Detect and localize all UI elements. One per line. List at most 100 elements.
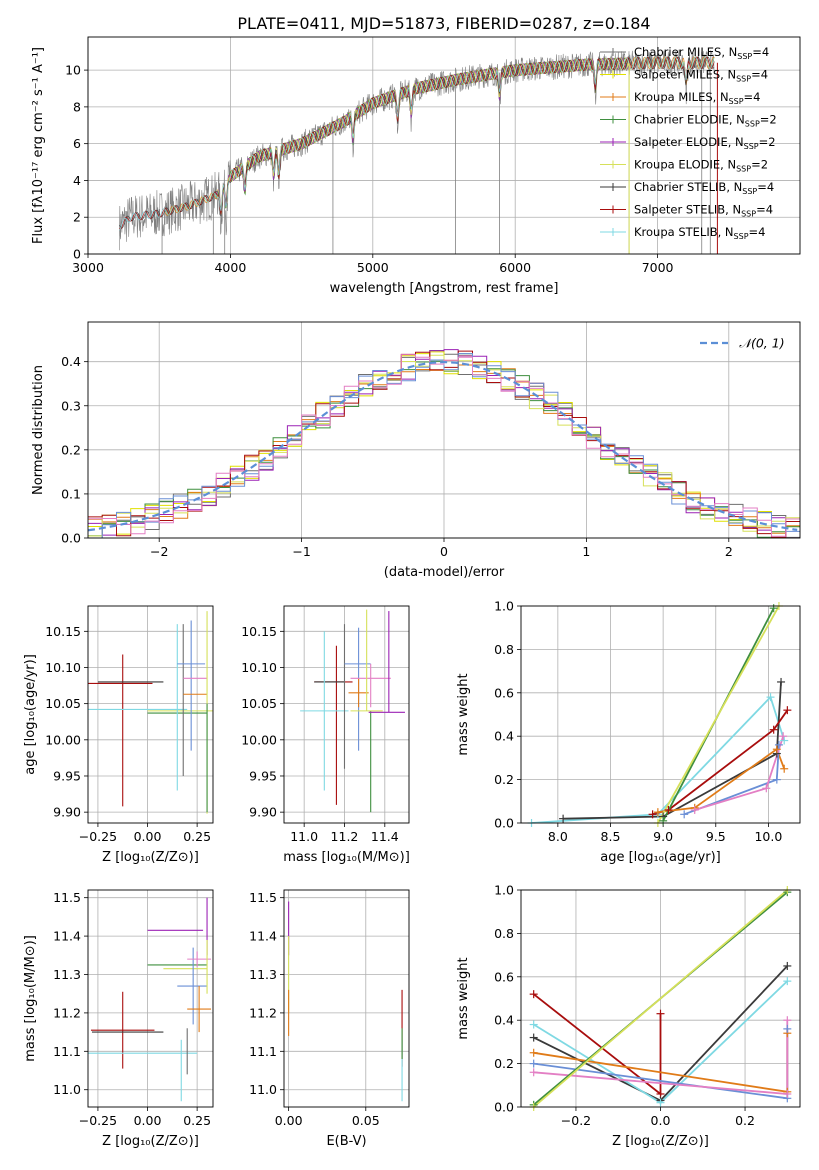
legend-label-tail: =4 xyxy=(744,90,761,104)
y-tick-label: 8 xyxy=(73,99,81,114)
y-axis-label: mass [log₁₀(M/M⊙)] xyxy=(23,935,38,1062)
plot-area xyxy=(300,609,405,813)
y-tick-label: 11.1 xyxy=(249,1044,277,1059)
panel-age-vs-Z: −0.25 0.00 0.25 9.90 9.95 10.00 10.05 10.10 10.1… xyxy=(23,605,214,865)
x-tick-label: 7000 xyxy=(642,260,674,275)
y-tick-label: 10.00 xyxy=(241,732,277,747)
y-tick-label: 10.15 xyxy=(241,624,277,639)
x-tick-label: −2 xyxy=(150,544,168,559)
axes-frame xyxy=(283,889,410,1108)
legend-label-text: Chabrier ELODIE, N xyxy=(634,113,745,127)
data-spectrum xyxy=(119,49,715,251)
axes-frame xyxy=(87,605,214,824)
plot-area xyxy=(119,49,718,254)
y-tick-label: 0.6 xyxy=(494,685,514,700)
legend-label-text: Chabrier STELIB, N xyxy=(634,180,742,194)
axes-frame xyxy=(87,889,214,1108)
x-tick-label: 11.2 xyxy=(331,829,359,844)
y-tick-label: 0.4 xyxy=(494,729,514,744)
series-line xyxy=(563,681,782,820)
plot-area xyxy=(88,349,800,538)
legend-label: Kroupa MILES, NSSP=4 xyxy=(634,90,760,106)
legend-label-subscript: SSP xyxy=(736,75,751,84)
legend-label: Chabrier ELODIE, NSSP=2 xyxy=(634,113,777,129)
x-tick-label: 0.25 xyxy=(183,1113,211,1128)
legend-label-tail: =4 xyxy=(757,180,774,194)
panel-mass-vs-EBV: 0.00 0.05 11.0 11.1 11.2 11.3 11.4 11.5 E(B-V) xyxy=(249,889,410,1149)
y-tick-label: 10.05 xyxy=(45,696,81,711)
x-tick-label: 9.0 xyxy=(653,829,673,844)
model-spectrum-line xyxy=(215,57,629,209)
x-tick-label: 0.00 xyxy=(134,1113,162,1128)
y-tick-label: 11.0 xyxy=(249,1082,277,1097)
legend-label-text: Salpeter MILES, N xyxy=(634,68,736,82)
y-axis-label: Normed distribution xyxy=(31,365,46,495)
axes-frame xyxy=(283,605,410,824)
panel-age-vs-mass: 11.0 11.2 11.4 9.90 9.95 10.00 10.05 10.10 10.15… xyxy=(241,605,410,865)
legend-label-tail: =4 xyxy=(756,203,773,217)
series-line xyxy=(657,747,786,813)
y-tick-label: 11.5 xyxy=(53,890,81,905)
panel-weight-vs-Z: −0.2 0.0 0.2 0.0 0.2 0.4 0.6 0.8 1.0 Z [log₁₀(Z/Z… xyxy=(456,883,801,1149)
x-axis-label: Z [log₁₀(Z/Z⊙)] xyxy=(102,1134,199,1149)
panel-weight-vs-age: 8.0 8.5 9.0 9.5 10.0 0.0 0.2 0.4 0.6 0.8 1.0 age [l… xyxy=(456,599,801,865)
axes-frame xyxy=(520,889,801,1108)
y-tick-label: 0.3 xyxy=(61,398,81,413)
x-axis-label: Z [log₁₀(Z/Z⊙)] xyxy=(612,1134,709,1149)
x-tick-label: 1 xyxy=(582,544,590,559)
legend-label-text: Kroupa MILES, N xyxy=(634,90,729,104)
y-axis-label: age [log₁₀(age/yr)] xyxy=(23,654,38,775)
y-tick-label: 9.90 xyxy=(249,805,277,820)
x-axis-label: wavelength [Angstrom, rest frame] xyxy=(330,281,559,296)
plot-area xyxy=(88,897,212,1102)
y-tick-label: 0.6 xyxy=(494,969,514,984)
y-tick-label: 0.4 xyxy=(61,354,81,369)
x-axis-label: (data-model)/error xyxy=(384,565,505,580)
y-tick-label: 0.1 xyxy=(61,486,81,501)
legend-label: Kroupa STELIB, NSSP=4 xyxy=(634,225,765,241)
x-tick-label: 2 xyxy=(725,544,733,559)
y-tick-label: 4 xyxy=(73,173,81,188)
x-tick-label: 0 xyxy=(440,544,448,559)
x-tick-label: 0.00 xyxy=(275,1113,303,1128)
legend-label: Salpeter ELODIE, NSSP=2 xyxy=(634,135,776,151)
x-tick-label: 8.0 xyxy=(548,829,568,844)
y-axis-label: Flux [fλ10⁻¹⁷ erg cm⁻² s⁻¹ A⁻¹] xyxy=(31,47,46,244)
y-tick-label: 10.05 xyxy=(241,696,277,711)
legend-label-tail: =2 xyxy=(759,135,776,149)
x-tick-label: 5000 xyxy=(357,260,389,275)
y-tick-label: 0.2 xyxy=(494,772,514,787)
y-tick-label: 9.90 xyxy=(53,805,81,820)
x-tick-label: −0.25 xyxy=(79,829,117,844)
x-tick-label: 4000 xyxy=(214,260,246,275)
series-line xyxy=(531,695,786,823)
y-tick-label: 2 xyxy=(73,210,81,225)
x-tick-label: 0.2 xyxy=(735,1113,755,1128)
panel-spectrum: 3000 4000 5000 6000 7000 0 2 4 6 8 10 wavelength [A… xyxy=(31,36,801,296)
y-tick-label: 0.4 xyxy=(494,1013,514,1028)
x-tick-label: 0.05 xyxy=(352,1113,380,1128)
legend-label-tail: =2 xyxy=(751,158,768,172)
legend-label-subscript: SSP xyxy=(742,187,757,196)
legend-label-subscript: SSP xyxy=(741,210,756,219)
legend-label-text: Chabrier MILES, N xyxy=(634,45,737,59)
model-spectrum-line xyxy=(119,56,715,231)
y-tick-label: 10 xyxy=(65,63,81,78)
x-tick-label: 11.4 xyxy=(371,829,399,844)
legend-label: Kroupa ELODIE, NSSP=2 xyxy=(634,158,768,174)
panel-mass-vs-Z: −0.25 0.00 0.25 11.0 11.1 11.2 11.3 11.4 11.5 Z [… xyxy=(23,889,214,1149)
x-axis-label: mass [log₁₀(M/M⊙)] xyxy=(283,850,410,865)
y-tick-label: 11.4 xyxy=(249,929,277,944)
y-tick-label: 0.2 xyxy=(494,1056,514,1071)
legend-label: Chabrier MILES, NSSP=4 xyxy=(634,45,769,61)
axes-frame xyxy=(87,321,801,539)
y-tick-label: 6 xyxy=(73,136,81,151)
y-axis-label: mass weight xyxy=(456,957,471,1039)
y-tick-label: 0.2 xyxy=(61,442,81,457)
series-line xyxy=(657,606,780,823)
legend-label-tail: =4 xyxy=(751,68,768,82)
x-tick-label: 6000 xyxy=(499,260,531,275)
y-tick-label: 11.5 xyxy=(249,890,277,905)
x-axis-label: E(B-V) xyxy=(326,1134,366,1149)
